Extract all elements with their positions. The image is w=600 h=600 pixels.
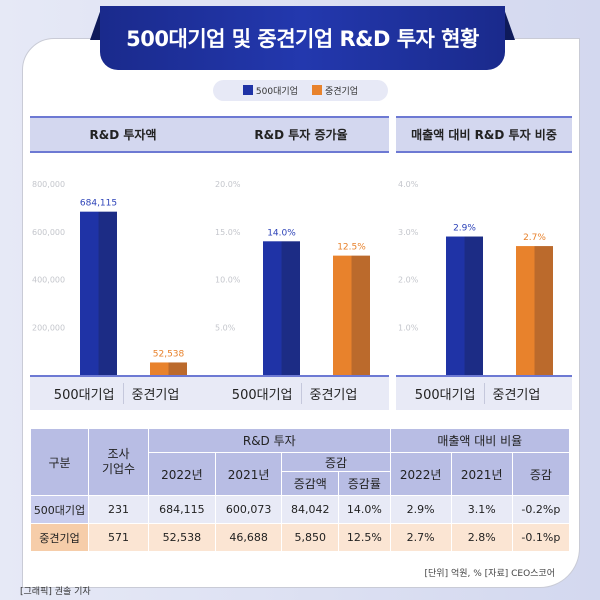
cell: 231 — [89, 496, 148, 523]
y-tick-label: 1.0% — [398, 323, 419, 332]
cell: 2.8% — [451, 524, 512, 551]
th-rd-2021: 2021년 — [215, 453, 282, 495]
table-row: 중견기업 571 52,538 46,688 5,850 12.5% 2.7% 2.8% -0.… — [31, 524, 569, 551]
cell: 684,115 — [149, 496, 215, 523]
th-ratio-2021: 2021년 — [451, 453, 512, 495]
x-label: 중견기업 — [309, 388, 358, 403]
bar-right-face — [168, 362, 187, 375]
bar-right-face — [351, 255, 370, 375]
th-ratio-2022: 2022년 — [390, 453, 451, 495]
data-label: 684,115 — [80, 199, 117, 209]
x-axis-labels: 500대기업 중견기업 — [30, 375, 216, 410]
th-group: 구분 — [31, 429, 88, 495]
cell: 중견기업 — [31, 524, 88, 551]
y-tick-label: 15.0% — [215, 228, 241, 237]
cell: -0.1%p — [512, 524, 569, 551]
x-label: 500대기업 — [30, 383, 124, 404]
cell: 5,850 — [282, 524, 339, 551]
cell: 52,538 — [149, 524, 215, 551]
y-tick-label: 800,000 — [32, 180, 65, 189]
chart-panel-1: R&D 투자액 800,000 600,000 400,000 200,000 684,… — [30, 116, 216, 410]
banner-wing-left — [90, 6, 102, 40]
bar-left-face — [333, 255, 352, 375]
th-ratio-change: 증감 — [512, 453, 569, 495]
y-tick-label: 4.0% — [398, 180, 419, 189]
y-tick-label: 200,000 — [32, 323, 65, 332]
th-amt: 증감액 — [282, 472, 339, 495]
th-rd: R&D 투자 — [149, 429, 390, 452]
data-label: 12.5% — [337, 243, 366, 253]
x-axis-labels: 500대기업 중견기업 — [213, 375, 389, 410]
th-ratio: 매출액 대비 비율 — [390, 429, 569, 452]
cell: 14.0% — [339, 496, 390, 523]
th-rd-2022: 2022년 — [149, 453, 215, 495]
chart-title: R&D 투자액 — [30, 116, 216, 153]
y-tick-label: 600,000 — [32, 228, 65, 237]
y-tick-label: 20.0% — [215, 180, 241, 189]
th-count: 조사 기업수 — [89, 429, 148, 495]
cell: 500대기업 — [31, 496, 88, 523]
cell: 3.1% — [451, 496, 512, 523]
legend: 500대기업 중견기업 — [213, 80, 388, 101]
cell: 571 — [89, 524, 148, 551]
data-label: 2.7% — [523, 233, 546, 243]
x-label: 500대기업 — [396, 383, 485, 404]
bar-right-face — [98, 211, 117, 375]
legend-swatch-blue — [242, 85, 253, 95]
bar-right-face — [464, 236, 483, 375]
table-row: 500대기업 231 684,115 600,073 84,042 14.0% 2.9% 3.… — [31, 496, 569, 523]
x-label: 중견기업 — [492, 388, 541, 403]
legend-item-500: 500대기업 — [242, 84, 298, 97]
bar-left-face — [446, 236, 465, 375]
bar-left-face — [516, 246, 535, 375]
cell: 46,688 — [215, 524, 282, 551]
bar-right-face — [281, 241, 300, 375]
bar-left-face — [263, 241, 282, 375]
legend-swatch-orange — [311, 85, 322, 95]
legend-label: 500대기업 — [255, 87, 298, 97]
x-axis-labels: 500대기업 중견기업 — [396, 375, 572, 410]
chart-panel-3: 매출액 대비 R&D 투자 비중 4.0% 3.0% 2.0% 1.0% 2.9% 2.7… — [396, 116, 572, 410]
legend-label: 중견기업 — [324, 87, 359, 97]
data-label: 52,538 — [153, 349, 185, 359]
chart-svg: 800,000 600,000 400,000 200,000 684,115 52,53… — [32, 180, 187, 375]
cell: 84,042 — [282, 496, 339, 523]
chart-title: R&D 투자 증가율 — [213, 116, 389, 153]
cell: -0.2%p — [512, 496, 569, 523]
chart-title: 매출액 대비 R&D 투자 비중 — [396, 116, 572, 153]
banner-wing-right — [503, 6, 515, 40]
data-label: 2.9% — [453, 224, 476, 234]
data-table: 구분 조사 기업수 R&D 투자 매출액 대비 비율 2022년 2021년 증… — [30, 428, 570, 552]
cell: 2.9% — [390, 496, 451, 523]
th-rate: 증감률 — [339, 472, 390, 495]
graphic-credit: [그래픽] 권솔 기자 — [20, 587, 91, 597]
y-tick-label: 5.0% — [215, 323, 236, 332]
bar-right-face — [534, 246, 553, 375]
x-label: 중견기업 — [131, 388, 180, 403]
chart-svg: 20.0% 15.0% 10.0% 5.0% 14.0% 12.5% — [215, 180, 370, 375]
y-tick-label: 2.0% — [398, 276, 419, 285]
y-tick-label: 400,000 — [32, 276, 65, 285]
y-tick-label: 3.0% — [398, 228, 419, 237]
source-note: [단위] 억원, % [자료] CEO스코어 — [424, 569, 555, 579]
th-rd-change: 증감 — [282, 453, 390, 471]
data-label: 14.0% — [267, 228, 296, 238]
y-tick-label: 10.0% — [215, 276, 241, 285]
page-title: 500대기업 및 중견기업 R&D 투자 현황 — [100, 6, 505, 70]
legend-item-mid: 중견기업 — [311, 84, 359, 97]
bar-left-face — [80, 211, 99, 375]
cell: 12.5% — [339, 524, 390, 551]
cell: 2.7% — [390, 524, 451, 551]
cell: 600,073 — [215, 496, 282, 523]
chart-panel-2: R&D 투자 증가율 20.0% 15.0% 10.0% 5.0% 14.0% 12.5%… — [213, 116, 389, 410]
x-label: 500대기업 — [213, 383, 302, 404]
bar-left-face — [150, 362, 169, 375]
chart-svg: 4.0% 3.0% 2.0% 1.0% 2.9% 2.7% — [398, 180, 553, 375]
